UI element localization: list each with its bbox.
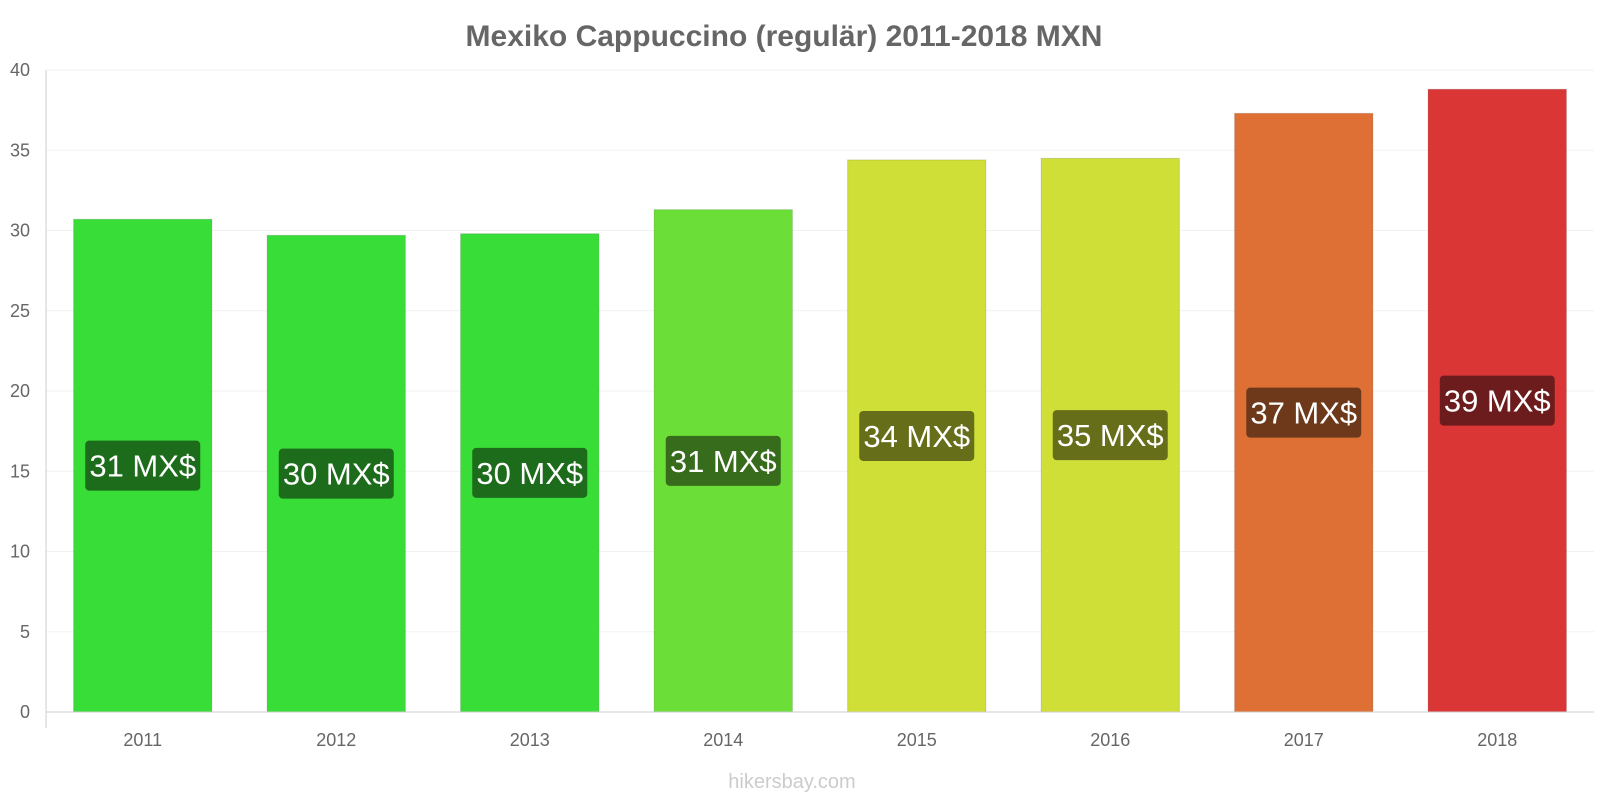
y-tick-label: 5	[20, 622, 30, 642]
x-tick-label: 2013	[510, 730, 550, 750]
data-label: 35 MX$	[1057, 418, 1164, 453]
data-label-box	[278, 448, 394, 499]
x-tick-label: 2012	[316, 730, 356, 750]
x-tick-label: 2011	[123, 730, 162, 750]
watermark: hikersbay.com	[728, 771, 855, 793]
data-label: 31 MX$	[89, 449, 196, 484]
x-tick-label: 2016	[1090, 730, 1130, 750]
x-axis: 2011 2012 2013 2014 2015 2016 2017 2018	[46, 711, 1594, 750]
y-tick-label: 10	[10, 542, 30, 562]
y-tick-label: 40	[10, 60, 30, 80]
y-axis: 0 5 10 15 20 25 30 35 40	[10, 60, 47, 728]
y-tick-label: 35	[10, 140, 30, 160]
y-tick-label: 15	[10, 461, 30, 481]
data-label-box	[1439, 375, 1555, 426]
chart-title: Mexiko Cappuccino (regulär) 2011-2018 MX…	[466, 20, 1103, 53]
data-label-box	[1246, 387, 1362, 438]
data-label-box	[85, 440, 201, 491]
data-label-box	[859, 410, 975, 461]
x-tick-label: 2018	[1477, 730, 1517, 750]
data-label-box	[1052, 410, 1168, 461]
x-tick-label: 2015	[897, 730, 937, 750]
y-tick-label: 20	[10, 381, 30, 401]
y-tick-label: 30	[10, 221, 30, 241]
data-label-box	[472, 447, 588, 498]
data-label: 39 MX$	[1444, 384, 1551, 419]
data-label: 30 MX$	[476, 456, 583, 491]
x-tick-label: 2017	[1284, 730, 1324, 750]
data-label-box	[665, 435, 781, 486]
y-tick-label: 25	[10, 301, 30, 321]
data-label: 31 MX$	[670, 444, 777, 479]
x-tick-label: 2014	[703, 730, 743, 750]
data-labels: 31 MX$ 30 MX$ 30 MX$ 31 MX$ 34 MX$ 35 MX$ 37 M…	[85, 375, 1555, 499]
data-label: 30 MX$	[283, 457, 390, 492]
y-tick-label: 0	[20, 702, 30, 722]
data-label: 37 MX$	[1250, 396, 1357, 431]
data-label: 34 MX$	[863, 419, 970, 454]
